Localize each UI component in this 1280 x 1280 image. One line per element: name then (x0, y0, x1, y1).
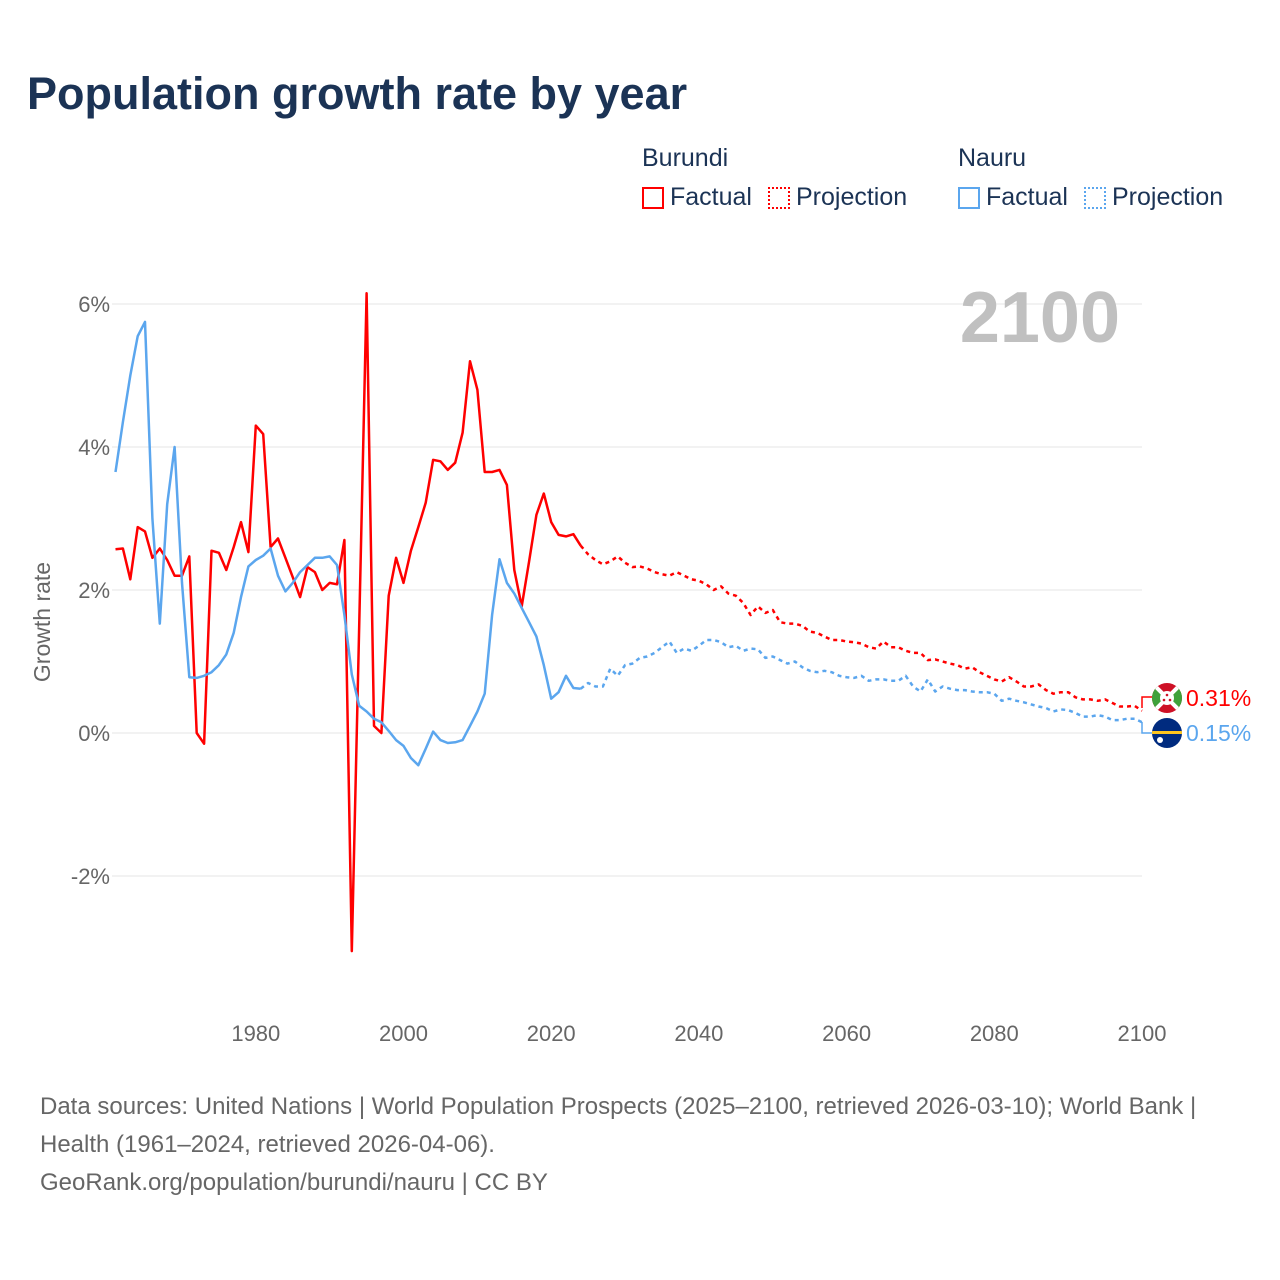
legend-group-label: Burundi (642, 144, 729, 172)
legend-burundi-factual[interactable]: Factual (642, 183, 752, 212)
nauru-end-value: 0.15% (1186, 720, 1251, 746)
burundi-end-value: 0.31% (1186, 685, 1251, 711)
burundi-factual-line (115, 292, 582, 953)
solid-swatch-icon (958, 186, 980, 209)
x-tick-label: 2020 (527, 1021, 576, 1046)
nauru-projection-line (579, 638, 1143, 724)
x-tick-label: 2040 (674, 1021, 723, 1046)
legend-burundi-projection[interactable]: Projection (767, 183, 908, 212)
footer: Data sources: United Nations | World Pop… (40, 1088, 1240, 1202)
legend-group-nauru: Nauru Factual Projection (958, 144, 1223, 212)
dotted-swatch-icon (767, 186, 790, 209)
legend-label: Projection (1111, 183, 1224, 211)
legend-nauru-projection[interactable]: Projection (1083, 183, 1224, 212)
x-tick-label: 2000 (379, 1021, 428, 1046)
nauru-flag-icon (1152, 718, 1182, 748)
chart: 6%4%2%0%-2%1980 2000 2020 2040 2060 2080 2100 … (29, 278, 1251, 1046)
page-title: Population growth rate by year (27, 68, 688, 119)
x-tick-label: 1980 (231, 1021, 280, 1046)
burundi-flag-icon (1152, 683, 1182, 713)
y-tick-label: 4% (78, 435, 110, 460)
legend-group-label: Nauru (958, 144, 1027, 172)
year-watermark: 2100 (960, 278, 1120, 358)
burundi-end-connector (1141, 696, 1152, 708)
y-tick-label: 2% (78, 578, 110, 603)
y-tick-label: 6% (78, 292, 110, 317)
x-tick-label: 2080 (970, 1021, 1019, 1046)
credit-link[interactable]: GeoRank.org/population/burundi/nauru | C… (40, 1169, 548, 1196)
x-tick-label: 2060 (822, 1021, 871, 1046)
nauru-end-connector (1141, 722, 1152, 734)
solid-swatch-icon (642, 186, 664, 209)
nauru-factual-line (114, 320, 581, 767)
legend-label: Factual (670, 183, 752, 211)
dotted-swatch-icon (1083, 186, 1106, 209)
legend-label: Factual (986, 183, 1068, 211)
burundi-projection-line (579, 544, 1143, 712)
y-axis-label: Growth rate (29, 562, 55, 682)
x-tick-label: 2100 (1118, 1021, 1167, 1046)
data-sources: Data sources: United Nations | World Pop… (40, 1093, 1197, 1158)
legend-label: Projection (795, 183, 908, 211)
y-tick-label: -2% (71, 864, 110, 889)
y-tick-label: 0% (78, 721, 110, 746)
legend-nauru-factual[interactable]: Factual (958, 183, 1068, 212)
legend-group-burundi: Burundi Factual Projection (642, 144, 907, 212)
